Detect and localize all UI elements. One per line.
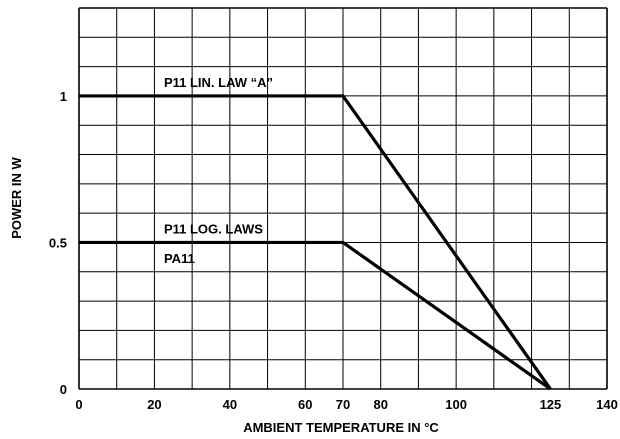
y-tick-label: 0.5 xyxy=(49,235,67,250)
annotations: P11 LIN. LAW “A” P11 LOG. LAWS PA11 xyxy=(164,75,273,266)
y-axis-title: POWER IN W xyxy=(9,156,24,238)
x-tick-label: 80 xyxy=(373,397,387,412)
x-axis-title: AMBIENT TEMPERATURE IN °C xyxy=(243,420,439,435)
x-tick-label: 100 xyxy=(445,397,467,412)
curve-annotation: PA11 xyxy=(164,251,195,266)
tick-labels: 0 20 40 60 70 80 100 125 140 0 0.5 1 xyxy=(49,89,618,412)
series-lines xyxy=(79,94,552,391)
curve-annotation: P11 LOG. LAWS xyxy=(164,222,263,237)
x-tick-label: 140 xyxy=(596,397,618,412)
x-tick-label: 60 xyxy=(298,397,312,412)
curve-annotation: P11 LIN. LAW “A” xyxy=(164,75,273,90)
grid xyxy=(78,7,608,390)
x-tick-label: 40 xyxy=(223,397,237,412)
series-line-1 xyxy=(79,94,552,390)
x-tick-label: 125 xyxy=(540,397,562,412)
y-tick-label: 1 xyxy=(60,89,67,104)
x-tick-label: 20 xyxy=(147,397,161,412)
y-tick-label: 0 xyxy=(60,382,67,397)
x-tick-label: 70 xyxy=(336,397,350,412)
x-tick-label: 0 xyxy=(75,397,82,412)
series-line-2 xyxy=(79,240,552,391)
